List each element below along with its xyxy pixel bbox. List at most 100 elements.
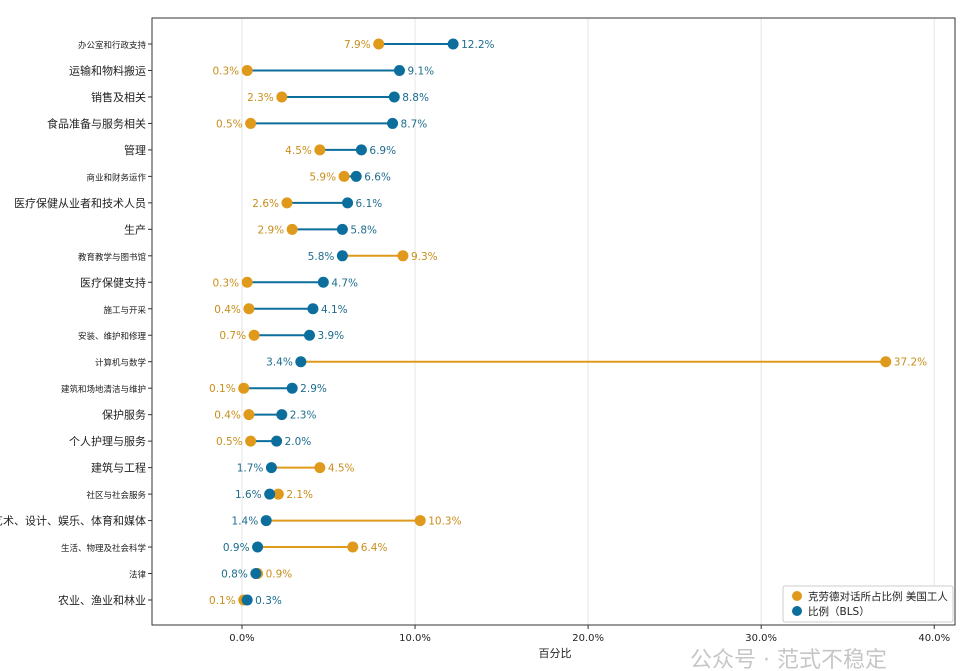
claude-point — [286, 223, 298, 235]
claude-point — [241, 276, 253, 288]
bls-value-label: 3.9% — [317, 330, 344, 342]
bls-point — [387, 117, 399, 129]
category-label: 艺术、设计、娱乐、体育和媒体 — [0, 514, 146, 528]
bls-value-label: 2.0% — [285, 436, 312, 448]
bls-point — [317, 276, 329, 288]
claude-point — [276, 91, 288, 103]
watermark-text: 公众号 · 范式不稳定 — [690, 648, 887, 671]
claude-value-label: 0.4% — [214, 304, 241, 316]
bls-point — [265, 462, 277, 474]
bls-value-label: 2.9% — [300, 383, 327, 395]
bls-value-label: 0.8% — [221, 569, 248, 581]
category-label: 法律 — [129, 570, 147, 581]
category-label: 农业、渔业和林业 — [58, 593, 146, 607]
bls-point — [307, 303, 319, 315]
claude-point — [243, 409, 255, 421]
category-label: 医疗保健从业者和技术人员 — [14, 196, 146, 210]
claude-value-label: 0.7% — [219, 330, 246, 342]
x-axis-label: 百分比 — [539, 647, 572, 660]
bls-point — [241, 594, 253, 606]
bls-value-label: 0.3% — [255, 595, 282, 607]
claude-value-label: 0.9% — [266, 569, 293, 581]
claude-value-label: 0.1% — [209, 383, 236, 395]
category-label: 办公室和行政支持 — [78, 40, 147, 51]
claude-value-label: 2.9% — [257, 224, 284, 236]
claude-value-label: 0.5% — [216, 118, 243, 130]
bls-point — [252, 541, 264, 553]
category-label: 个人护理与服务 — [69, 434, 146, 448]
claude-value-label: 37.2% — [894, 357, 927, 369]
category-label: 医疗保健支持 — [80, 275, 146, 289]
x-tick-label: 40.0% — [918, 633, 950, 644]
category-label: 施工与开采 — [103, 305, 146, 316]
claude-point — [243, 303, 255, 315]
x-tick-label: 20.0% — [572, 633, 604, 644]
bls-value-label: 4.7% — [331, 277, 358, 289]
x-tick-label: 10.0% — [399, 633, 431, 644]
bls-point — [295, 356, 307, 368]
claude-value-label: 7.9% — [344, 39, 371, 51]
bls-value-label: 3.4% — [266, 357, 293, 369]
bls-value-label: 0.9% — [223, 542, 250, 554]
marks: 7.9% 12.2% 0.3% 9.1% 2.3% 8.8% 0.5% 8.7% 4.5% 6.9… — [209, 38, 927, 607]
claude-point — [397, 250, 409, 262]
bls-point — [388, 91, 400, 103]
bls-value-label: 12.2% — [461, 39, 494, 51]
claude-point — [241, 64, 253, 76]
category-label: 社区与社会服务 — [86, 490, 146, 501]
category-label: 保护服务 — [102, 408, 146, 422]
category-label: 管理 — [124, 143, 146, 157]
claude-value-label: 10.3% — [428, 516, 461, 528]
legend-box — [782, 585, 954, 623]
claude-point — [347, 541, 359, 553]
bls-point — [336, 223, 348, 235]
bls-point — [271, 435, 283, 447]
category-label: 食品准备与服务相关 — [47, 116, 146, 130]
category-label: 教育教学与图书馆 — [78, 252, 146, 263]
bls-value-label: 1.6% — [235, 489, 262, 501]
bls-value-label: 6.9% — [369, 145, 396, 157]
bls-value-label: 5.8% — [308, 251, 335, 263]
claude-value-label: 4.5% — [285, 145, 312, 157]
bls-point — [286, 382, 298, 394]
bls-value-label: 2.3% — [290, 410, 317, 422]
legend-label-claude: 克劳德对话所占比例 美国工人 — [808, 590, 948, 603]
claude-value-label: 0.4% — [214, 410, 241, 422]
claude-point — [238, 382, 250, 394]
legend-marker-bls — [792, 606, 802, 616]
claude-point — [314, 144, 326, 156]
claude-point — [248, 329, 260, 341]
category-label: 建筑与工程 — [91, 461, 146, 475]
bls-point — [250, 568, 262, 580]
bls-point — [355, 144, 367, 156]
claude-point — [281, 197, 293, 209]
bls-point — [303, 329, 315, 341]
claude-value-label: 4.5% — [328, 463, 355, 475]
bls-value-label: 8.8% — [402, 92, 429, 104]
claude-point — [338, 170, 350, 182]
claude-point — [314, 462, 326, 474]
claude-value-label: 0.5% — [216, 436, 243, 448]
claude-value-label: 0.1% — [209, 595, 236, 607]
bls-value-label: 6.6% — [364, 171, 391, 183]
claude-point — [272, 488, 284, 500]
legend-label-bls: 比例（BLS） — [808, 605, 870, 618]
bls-value-label: 9.1% — [407, 65, 434, 77]
x-tick-label: 0.0% — [229, 633, 254, 644]
category-label: 建筑和场地清洁与维护 — [61, 384, 146, 395]
bls-point — [393, 64, 405, 76]
category-label: 生活、物理及社会科学 — [61, 543, 147, 554]
bls-value-label: 5.8% — [350, 224, 377, 236]
bls-point — [342, 197, 354, 209]
x-tick-label: 30.0% — [745, 633, 777, 644]
category-label: 商业和财务运作 — [86, 172, 146, 183]
claude-value-label: 2.1% — [286, 489, 313, 501]
bls-value-label: 1.7% — [237, 463, 264, 475]
x-axis-ticks: 0.0% 10.0% 20.0% 30.0% 40.0% — [229, 625, 950, 644]
claude-value-label: 6.4% — [361, 542, 388, 554]
bls-value-label: 4.1% — [321, 304, 348, 316]
legend-marker-claude — [792, 591, 802, 601]
claude-point — [245, 117, 257, 129]
bls-point — [447, 38, 459, 50]
